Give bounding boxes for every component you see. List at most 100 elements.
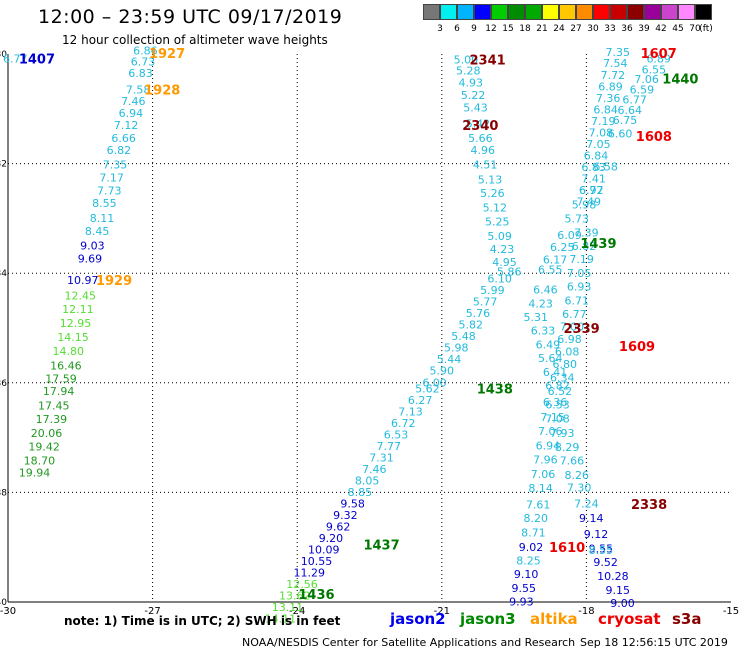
swh-value: 8.71 (521, 526, 546, 539)
x-tick-label: -30 (0, 606, 16, 617)
time-label: 1928 (144, 84, 180, 99)
swh-value: 9.20 (319, 532, 344, 545)
scale-swatch (457, 4, 474, 20)
y-tick-label: -38 (0, 488, 7, 498)
scale-swatch (661, 4, 678, 20)
swh-value: 8.05 (355, 474, 380, 487)
swh-value: 9.03 (80, 239, 105, 252)
scale-swatch (678, 4, 695, 20)
swh-value: 5.09 (487, 230, 512, 243)
swh-value: 7.73 (97, 184, 122, 197)
time-label: 1927 (149, 47, 185, 62)
swh-value: 9.02 (519, 541, 544, 554)
swh-value: 6.84 (593, 103, 618, 116)
swh-value: 6.27 (408, 394, 433, 407)
swh-value: 6.82 (107, 144, 132, 157)
swh-value: 9.00 (610, 597, 635, 610)
swh-value: 5.76 (466, 307, 491, 320)
swh-value: 7.72 (601, 69, 626, 82)
swh-value: 7.58 (126, 84, 151, 97)
scale-swatch (525, 4, 542, 20)
footer-credit: NOAA/NESDIS Center for Satellite Applica… (242, 636, 576, 649)
swh-value: 13.62 (279, 589, 311, 602)
swh-value: 8.29 (555, 441, 580, 454)
scale-swatch (474, 4, 491, 20)
swh-value: 4.93 (458, 76, 483, 89)
swh-value: 12.95 (60, 317, 92, 330)
swh-value: 6.55 (642, 63, 667, 76)
time-label: 1407 (19, 52, 55, 67)
swh-value: 14.11 (265, 612, 297, 625)
scale-swatch (644, 4, 661, 20)
swh-value: 9.69 (78, 252, 103, 265)
swh-value: 9.55 (589, 542, 614, 555)
swh-value: 6.46 (533, 284, 558, 297)
swh-value: 5.28 (456, 64, 481, 77)
y-tick-label: -32 (0, 160, 7, 170)
swh-value: 10.97 (67, 274, 99, 287)
swh-value: 9.10 (514, 568, 539, 581)
swh-value: 6.49 (536, 338, 561, 351)
time-label: 1438 (477, 382, 513, 397)
swh-value: 7.36 (596, 92, 621, 105)
time-label: 1440 (662, 73, 698, 88)
swh-value: 9.58 (340, 497, 365, 510)
swh-value: 19.94 (19, 467, 51, 480)
swh-value: 5.25 (485, 216, 510, 229)
swh-value: 7.93 (550, 427, 575, 440)
swh-value: 14.80 (53, 345, 85, 358)
swh-value: 8.55 (92, 197, 117, 210)
scale-label: 21 (536, 24, 548, 34)
swh-value: 9.62 (326, 520, 351, 533)
swh-value: 7.06 (538, 425, 563, 438)
legend-altika: altika (530, 610, 578, 628)
swh-value: 17.39 (36, 413, 68, 426)
swh-value: 7.19 (591, 115, 616, 128)
time-label: 1929 (96, 274, 132, 289)
swh-value: 6.34 (550, 371, 575, 384)
swh-value: 17.59 (45, 372, 77, 385)
swh-value: 6.60 (608, 127, 633, 140)
swh-value: 10.28 (597, 570, 629, 583)
legend-jason3: jason3 (460, 610, 516, 628)
time-label: 2341 (469, 53, 505, 68)
swh-value: 9.32 (333, 509, 358, 522)
swh-value: 6.52 (548, 385, 573, 398)
swh-value: 6.98 (557, 333, 582, 346)
scale-swatch (491, 4, 508, 20)
swh-value: 5.43 (463, 102, 488, 115)
swh-value: 7.00 (560, 320, 585, 333)
swh-value: 5.66 (468, 132, 493, 145)
time-label: 2340 (462, 119, 498, 134)
time-label: 1609 (619, 340, 655, 355)
scale-swatch (440, 4, 457, 20)
swh-value: 5.77 (473, 296, 498, 309)
swh-value: 6.89 (646, 52, 671, 65)
swh-value: 6.77 (3, 52, 28, 65)
swh-value: 6.83 (128, 67, 153, 80)
swh-value: 4.23 (528, 297, 553, 310)
swh-value: 4.95 (492, 256, 517, 269)
swh-value: 6.94 (536, 439, 561, 452)
scale-swatch (576, 4, 593, 20)
swh-value: 9.55 (511, 582, 536, 595)
x-tick-label: -27 (144, 606, 160, 617)
swh-value: 6.77 (562, 308, 587, 321)
swh-value: 6.89 (598, 80, 623, 93)
swh-value: 8.85 (348, 486, 373, 499)
scale-swatch (423, 4, 440, 20)
swh-value: 5.98 (444, 342, 469, 355)
swh-value: 10.09 (308, 543, 340, 556)
swh-value: 4.96 (471, 144, 496, 157)
swh-value: 7.49 (577, 195, 602, 208)
swh-value: 6.77 (622, 93, 647, 106)
swh-value: 7.41 (581, 172, 606, 185)
swh-value: 5.99 (480, 284, 505, 297)
swh-value: 7.06 (634, 73, 659, 86)
swh-value: 6.17 (543, 254, 568, 267)
scale-label: 70 (689, 24, 701, 34)
swh-value: 8.26 (565, 469, 590, 482)
swh-value: 14.15 (57, 331, 89, 344)
scale-label: 36 (621, 24, 633, 34)
